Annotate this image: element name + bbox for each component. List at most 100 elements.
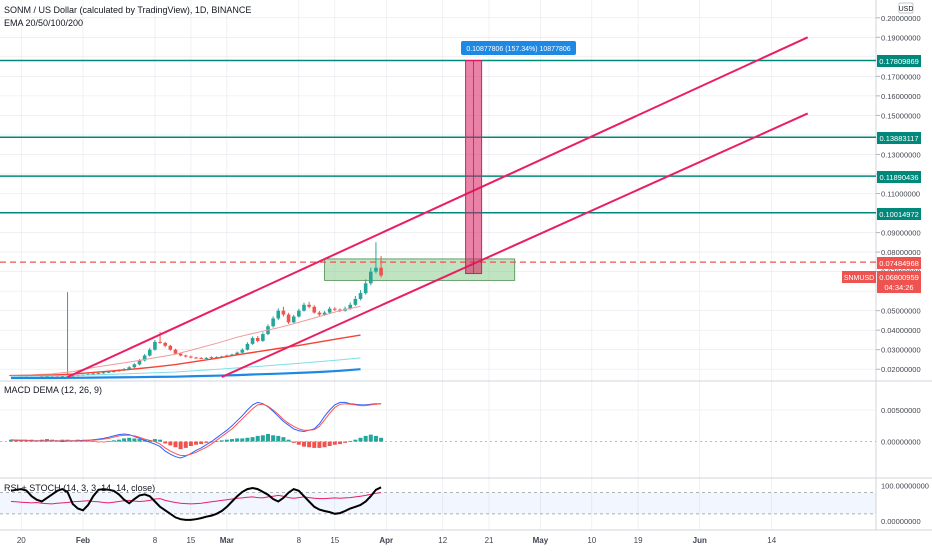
macd-histogram-bar (168, 441, 173, 446)
time-axis-label: 19 (634, 536, 643, 545)
countdown-label: 04:34:26 (884, 283, 913, 292)
price-axis-label: 0.08000000 (881, 248, 921, 257)
time-axis-label: 8 (297, 536, 302, 545)
macd-histogram-bar (260, 435, 265, 442)
currency-badge[interactable]: USD (899, 6, 914, 13)
macd-histogram-bar (296, 441, 301, 445)
macd-histogram-bar (255, 435, 260, 442)
symbol-label: SNMUSD (844, 275, 874, 282)
macd-histogram-bar (250, 437, 255, 442)
candle-body (333, 308, 337, 310)
current-price-box (877, 271, 921, 293)
candle-body (194, 357, 198, 359)
level-label-2: 0.13883117 (879, 134, 918, 143)
target-label-box (877, 257, 921, 269)
time-axis-label: 12 (438, 536, 447, 545)
macd-histogram-bar (322, 441, 327, 448)
candle-body (245, 343, 250, 350)
level-label-box-2 (877, 132, 921, 144)
level-label-1: 0.17809869 (879, 57, 919, 66)
macd-histogram-bar (332, 441, 337, 445)
candle-body (281, 310, 286, 315)
candle-body (363, 283, 368, 294)
price-axis-label: 0.11000000 (881, 190, 920, 199)
macd-histogram-bar (245, 437, 250, 442)
ema-legend: EMA 20/50/100/200 (4, 18, 83, 28)
macd-histogram-bar (194, 441, 199, 445)
time-axis-label: 14 (767, 536, 776, 545)
candle-body (255, 337, 260, 341)
macd-histogram-bar (173, 441, 178, 448)
rsi-axis-label: 100.00000000 (881, 482, 929, 491)
candle-body (322, 312, 327, 315)
candle-body (153, 341, 157, 350)
rsi-axis-label: 0.00000000 (881, 517, 921, 526)
candle-body (158, 341, 162, 343)
macd-histogram-bar (111, 440, 116, 442)
macd-histogram-bar (19, 440, 24, 442)
macd-histogram-bar (137, 439, 142, 442)
candle-body (189, 356, 193, 358)
macd-histogram-bar (204, 441, 209, 443)
macd-histogram-bar (86, 440, 91, 442)
macd-pane-label: MACD DEMA (12, 26, 9) (4, 385, 102, 395)
macd-histogram-bar (44, 439, 49, 442)
price-axis-label: 0.09000000 (881, 229, 921, 238)
candle-body (250, 337, 255, 344)
macd-axis-label: 0.00500000 (881, 406, 921, 415)
candle-body (240, 349, 245, 353)
macd-histogram-bar (219, 440, 224, 442)
macd-histogram-bar (353, 439, 358, 442)
macd-histogram-bar (343, 441, 348, 443)
price-axis-label: 0.17000000 (881, 72, 921, 81)
macd-histogram-bar (147, 440, 152, 442)
level-label-box-3 (877, 171, 921, 183)
macd-histogram-bar (281, 437, 286, 442)
candle-body (178, 353, 183, 356)
macd-histogram-bar (152, 439, 157, 442)
macd-histogram-bar (307, 441, 312, 448)
chart-title: SONM / US Dollar (calculated by TradingV… (4, 5, 251, 15)
time-axis-label: 20 (17, 536, 26, 545)
level-label-box-1 (877, 55, 921, 67)
price-axis-label: 0.19000000 (881, 33, 921, 42)
candle-body (142, 355, 147, 361)
candle-body (173, 349, 178, 354)
macd-histogram-bar (235, 438, 240, 442)
macd-histogram-bar (199, 441, 204, 445)
macd-histogram-bar (230, 439, 235, 442)
candle-body (338, 309, 342, 311)
macd-histogram-bar (183, 441, 188, 448)
candle-body (204, 357, 209, 359)
candle-body (348, 304, 353, 309)
macd-histogram-bar (348, 440, 353, 442)
level-label-3: 0.11890436 (879, 173, 918, 182)
price-axis-label: 0.16000000 (881, 92, 921, 101)
currency-badge-box[interactable] (898, 2, 914, 14)
drawings-front-layer (67, 36, 809, 378)
macd-histogram-bar (132, 438, 137, 442)
price-axis-label: 0.20000000 (881, 14, 921, 23)
macd-histogram-bar (24, 440, 29, 442)
candle-body (312, 306, 317, 313)
candle-body (183, 355, 188, 357)
time-axis-label: Feb (76, 536, 90, 545)
candle-body (374, 267, 378, 272)
macd-histogram-bar (363, 435, 368, 442)
macd-histogram-bar (106, 440, 111, 442)
candle-body (317, 312, 322, 315)
macd-histogram-bar (373, 435, 378, 442)
level-label-4: 0.10014972 (879, 210, 919, 219)
price-axis-label: 0.02000000 (881, 365, 921, 374)
macd-histogram-bar (224, 439, 229, 442)
time-axis-label: 10 (587, 536, 596, 545)
candle-body (276, 310, 281, 319)
level-label-box-4 (877, 208, 921, 220)
candle-body (106, 371, 111, 373)
time-axis-label: May (533, 536, 549, 545)
macd-histogram-bar (337, 441, 342, 445)
macd-histogram-bar (368, 434, 373, 442)
macd-histogram-bar (379, 437, 384, 442)
